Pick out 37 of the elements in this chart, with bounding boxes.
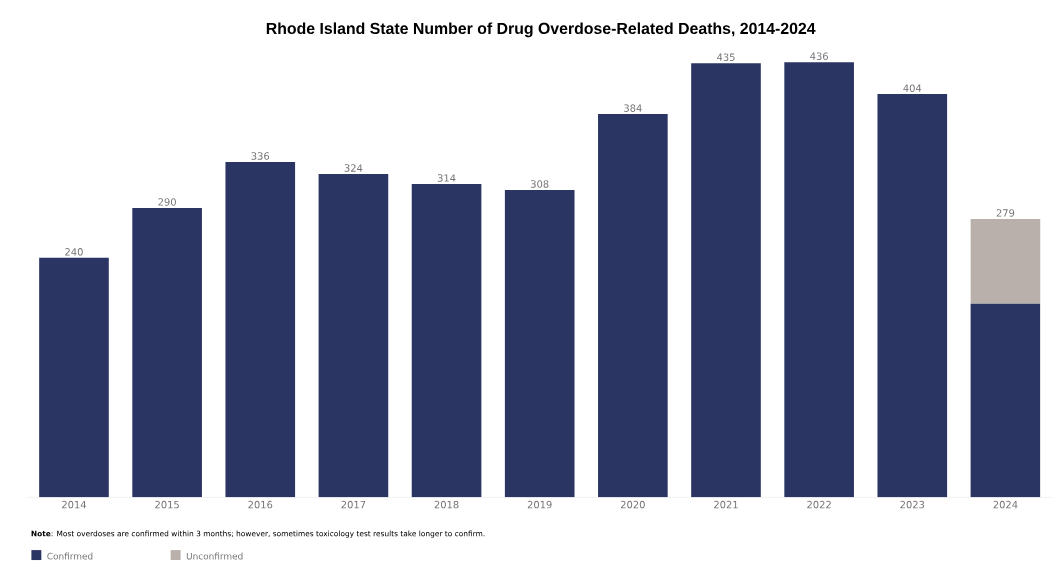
data-label: 324: [344, 164, 363, 172]
data-label: 404: [903, 84, 922, 92]
legend-label: Confirmed: [47, 552, 93, 560]
bar: [691, 63, 761, 498]
x-tick-label: 2018: [434, 500, 459, 509]
bar: [877, 94, 948, 498]
x-tick-label: 2019: [527, 500, 552, 509]
bar: [411, 183, 482, 498]
bar: [39, 257, 109, 498]
bar: [598, 114, 668, 498]
data-label: 240: [65, 248, 83, 256]
chart-title: Rhode Island State Number of Drug Overdose-Related Deaths, 2014-2024: [266, 22, 816, 38]
data-label: 436: [810, 52, 828, 60]
x-tick-label: 2014: [62, 500, 87, 509]
x-tick-label: 2015: [155, 500, 179, 509]
bar: [132, 207, 202, 498]
bar: [318, 173, 389, 498]
bar: [970, 218, 1041, 304]
bar: [970, 303, 1041, 498]
x-tick-label: 2021: [714, 500, 738, 509]
data-label: 384: [624, 104, 642, 112]
x-tick-label: 2017: [341, 500, 366, 509]
total-label: 279: [996, 209, 1015, 217]
bar: [784, 62, 854, 498]
x-tick-label: 2023: [900, 500, 925, 509]
legend-label: Unconfirmed: [186, 552, 243, 560]
bar: [225, 161, 296, 498]
x-tick-label: 2020: [620, 500, 645, 509]
x-tick-label: 2024: [993, 500, 1018, 509]
x-tick-label: 2022: [807, 500, 831, 509]
x-tick-label: 2016: [248, 500, 273, 509]
data-label: 314: [437, 174, 456, 182]
data-label: 290: [158, 198, 176, 206]
data-label: 308: [531, 180, 549, 188]
data-label: 336: [251, 152, 270, 160]
bar: [504, 189, 575, 498]
data-label: 435: [717, 53, 735, 61]
